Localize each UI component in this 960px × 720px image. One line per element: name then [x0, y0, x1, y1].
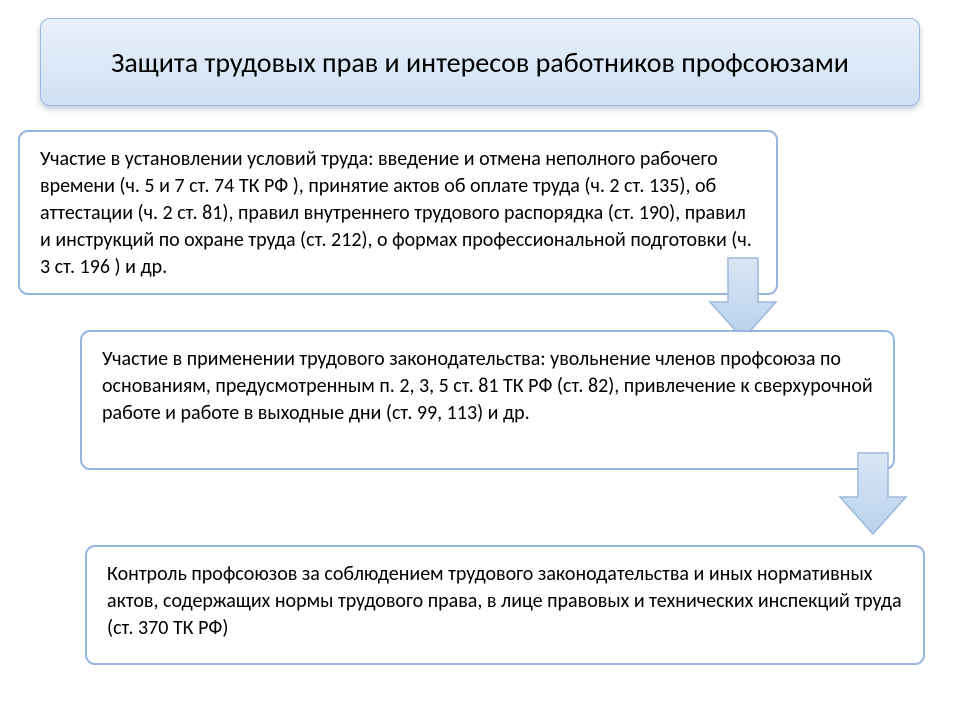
- title-box: Защита трудовых прав и интересов работни…: [40, 18, 920, 106]
- content-box-3: Контроль профсоюзов за соблюдением трудо…: [85, 545, 925, 665]
- content-text-3: Контроль профсоюзов за соблюдением трудо…: [107, 562, 902, 640]
- title-text: Защита трудовых прав и интересов работни…: [111, 45, 849, 80]
- content-box-2: Участие в применении трудового законодат…: [80, 330, 895, 470]
- content-box-1: Участие в установлении условий труда: вв…: [18, 130, 778, 295]
- content-text-2: Участие в применении трудового законодат…: [102, 347, 873, 425]
- content-text-1: Участие в установлении условий труда: вв…: [40, 147, 752, 279]
- arrow-2: [836, 451, 910, 537]
